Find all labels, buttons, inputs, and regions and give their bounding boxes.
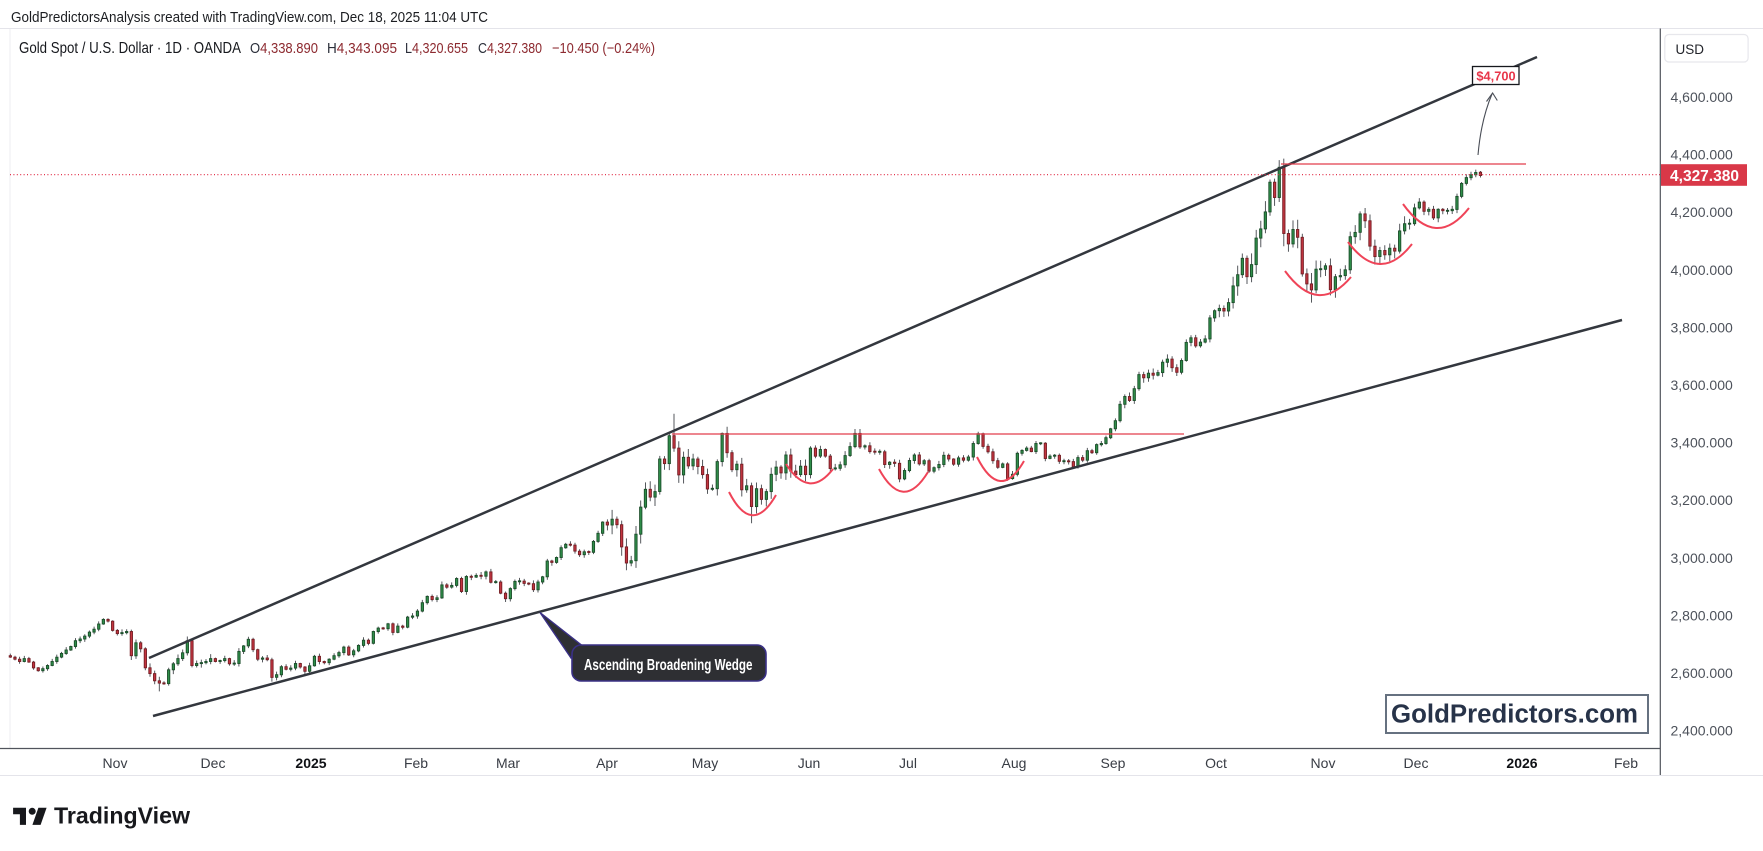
svg-text:O4,338.890: O4,338.890 — [250, 40, 318, 57]
svg-text:USD: USD — [1676, 42, 1705, 57]
svg-text:C4,327.380: C4,327.380 — [478, 40, 542, 57]
svg-text:3,000.000: 3,000.000 — [1671, 550, 1733, 566]
svg-text:Apr: Apr — [596, 755, 618, 771]
svg-text:TradingView: TradingView — [54, 803, 190, 829]
svg-text:4,400.000: 4,400.000 — [1671, 147, 1733, 163]
svg-text:Feb: Feb — [1614, 755, 1638, 771]
svg-text:4,200.000: 4,200.000 — [1671, 204, 1733, 220]
svg-text:Aug: Aug — [1002, 755, 1027, 771]
svg-text:Jul: Jul — [899, 755, 917, 771]
svg-text:L4,320.655: L4,320.655 — [405, 40, 468, 57]
svg-text:Sep: Sep — [1101, 755, 1126, 771]
svg-text:4,600.000: 4,600.000 — [1671, 89, 1733, 105]
svg-text:3,400.000: 3,400.000 — [1671, 435, 1733, 451]
svg-text:Ascending Broadening Wedge: Ascending Broadening Wedge — [584, 657, 753, 674]
svg-text:3,200.000: 3,200.000 — [1671, 492, 1733, 508]
svg-text:Nov: Nov — [103, 755, 128, 771]
svg-text:May: May — [692, 755, 718, 771]
svg-text:−10.450 (−0.24%): −10.450 (−0.24%) — [552, 40, 655, 57]
svg-text:GoldPredictors.com: GoldPredictors.com — [1391, 701, 1638, 729]
svg-text:2026: 2026 — [1506, 755, 1537, 771]
svg-text:3,800.000: 3,800.000 — [1671, 319, 1733, 335]
svg-text:Dec: Dec — [201, 755, 226, 771]
svg-text:GoldPredictorsAnalysis created: GoldPredictorsAnalysis created with Trad… — [11, 9, 488, 26]
svg-text:Gold Spot / U.S. Dollar · 1D ·: Gold Spot / U.S. Dollar · 1D · OANDA — [19, 40, 242, 57]
svg-text:Dec: Dec — [1404, 755, 1429, 771]
svg-text:Jun: Jun — [798, 755, 821, 771]
svg-text:4,327.380: 4,327.380 — [1670, 168, 1739, 185]
svg-text:Nov: Nov — [1311, 755, 1336, 771]
svg-text:Mar: Mar — [496, 755, 520, 771]
svg-text:H4,343.095: H4,343.095 — [327, 40, 397, 57]
svg-text:2,400.000: 2,400.000 — [1671, 723, 1733, 739]
svg-text:2,600.000: 2,600.000 — [1671, 665, 1733, 681]
svg-text:3,600.000: 3,600.000 — [1671, 377, 1733, 393]
svg-text:2,800.000: 2,800.000 — [1671, 607, 1733, 623]
svg-text:Feb: Feb — [404, 755, 428, 771]
svg-text:$4,700: $4,700 — [1476, 68, 1515, 83]
svg-text:Oct: Oct — [1205, 755, 1227, 771]
svg-text:4,000.000: 4,000.000 — [1671, 262, 1733, 278]
svg-text:2025: 2025 — [295, 755, 326, 771]
